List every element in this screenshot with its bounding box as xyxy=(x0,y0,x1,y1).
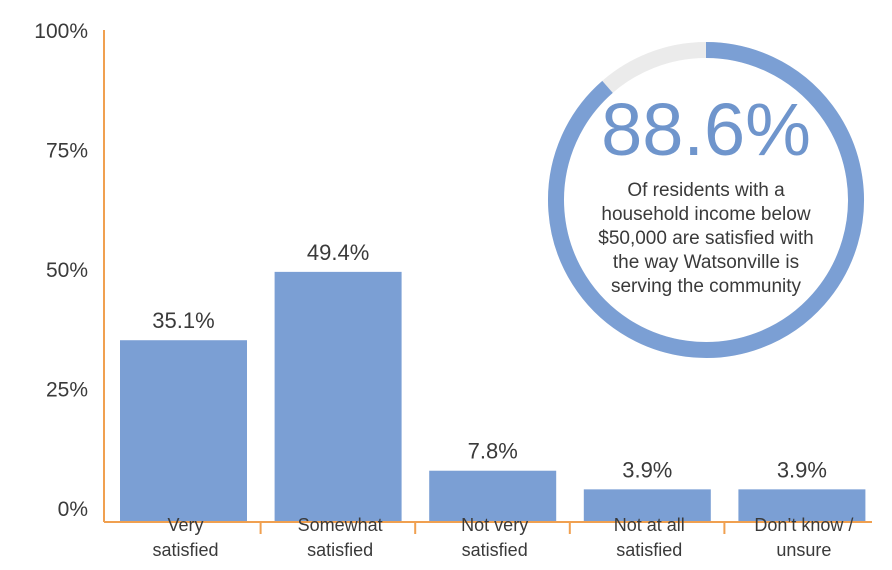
x-category-label: satisfied xyxy=(152,540,218,560)
x-category-label: Somewhat xyxy=(298,515,383,535)
y-tick-label: 100% xyxy=(34,20,88,43)
bar xyxy=(738,489,866,521)
callout-description-line: household income below xyxy=(601,204,810,225)
x-category-label: Don’t know / xyxy=(754,515,853,535)
bar-value-label: 7.8% xyxy=(468,439,518,464)
x-category-label: satisfied xyxy=(307,540,373,560)
bar-value-label: 3.9% xyxy=(777,457,827,482)
bar xyxy=(120,340,247,521)
y-axis-tick-labels: 0% 25% 50% 75% 100% xyxy=(34,20,88,521)
bar-value-label: 49.4% xyxy=(307,240,369,265)
data-labels: 35.1% 49.4% 7.8% 3.9% 3.9% xyxy=(152,240,827,482)
bar xyxy=(429,470,557,521)
x-category-label: satisfied xyxy=(462,540,528,560)
x-axis-ticks xyxy=(259,522,726,534)
bar xyxy=(274,271,402,521)
callout-value: 88.6% xyxy=(601,88,811,171)
callout-description-line: Of residents with a xyxy=(627,180,785,201)
ring-progress-arc xyxy=(548,42,864,358)
y-tick-label: 75% xyxy=(46,140,88,163)
y-tick-label: 50% xyxy=(46,259,88,282)
callout-description-line: serving the community xyxy=(611,276,802,297)
x-category-label: satisfied xyxy=(616,540,682,560)
bar xyxy=(583,489,711,521)
x-category-label: Not at all xyxy=(614,515,685,535)
y-tick-label: 25% xyxy=(46,379,88,402)
x-category-label: Not very xyxy=(461,515,528,535)
callout-ring: 88.6% Of residents with a household incom… xyxy=(548,42,864,358)
callout-description: Of residents with a household income belo… xyxy=(598,180,813,297)
callout-description-line: $50,000 are satisfied with xyxy=(598,228,813,249)
y-tick-label: 0% xyxy=(58,498,88,521)
bars xyxy=(120,271,866,521)
bar-value-label: 35.1% xyxy=(152,308,214,333)
callout-description-line: the way Watsonville is xyxy=(613,252,799,273)
x-category-label: unsure xyxy=(776,540,831,560)
x-category-label: Very xyxy=(167,515,203,535)
bar-value-label: 3.9% xyxy=(622,457,672,482)
x-axis-category-labels: Very satisfied Somewhat satisfied Not very sa… xyxy=(152,515,853,560)
callout-text: 88.6% Of residents with a household incom… xyxy=(598,88,813,297)
